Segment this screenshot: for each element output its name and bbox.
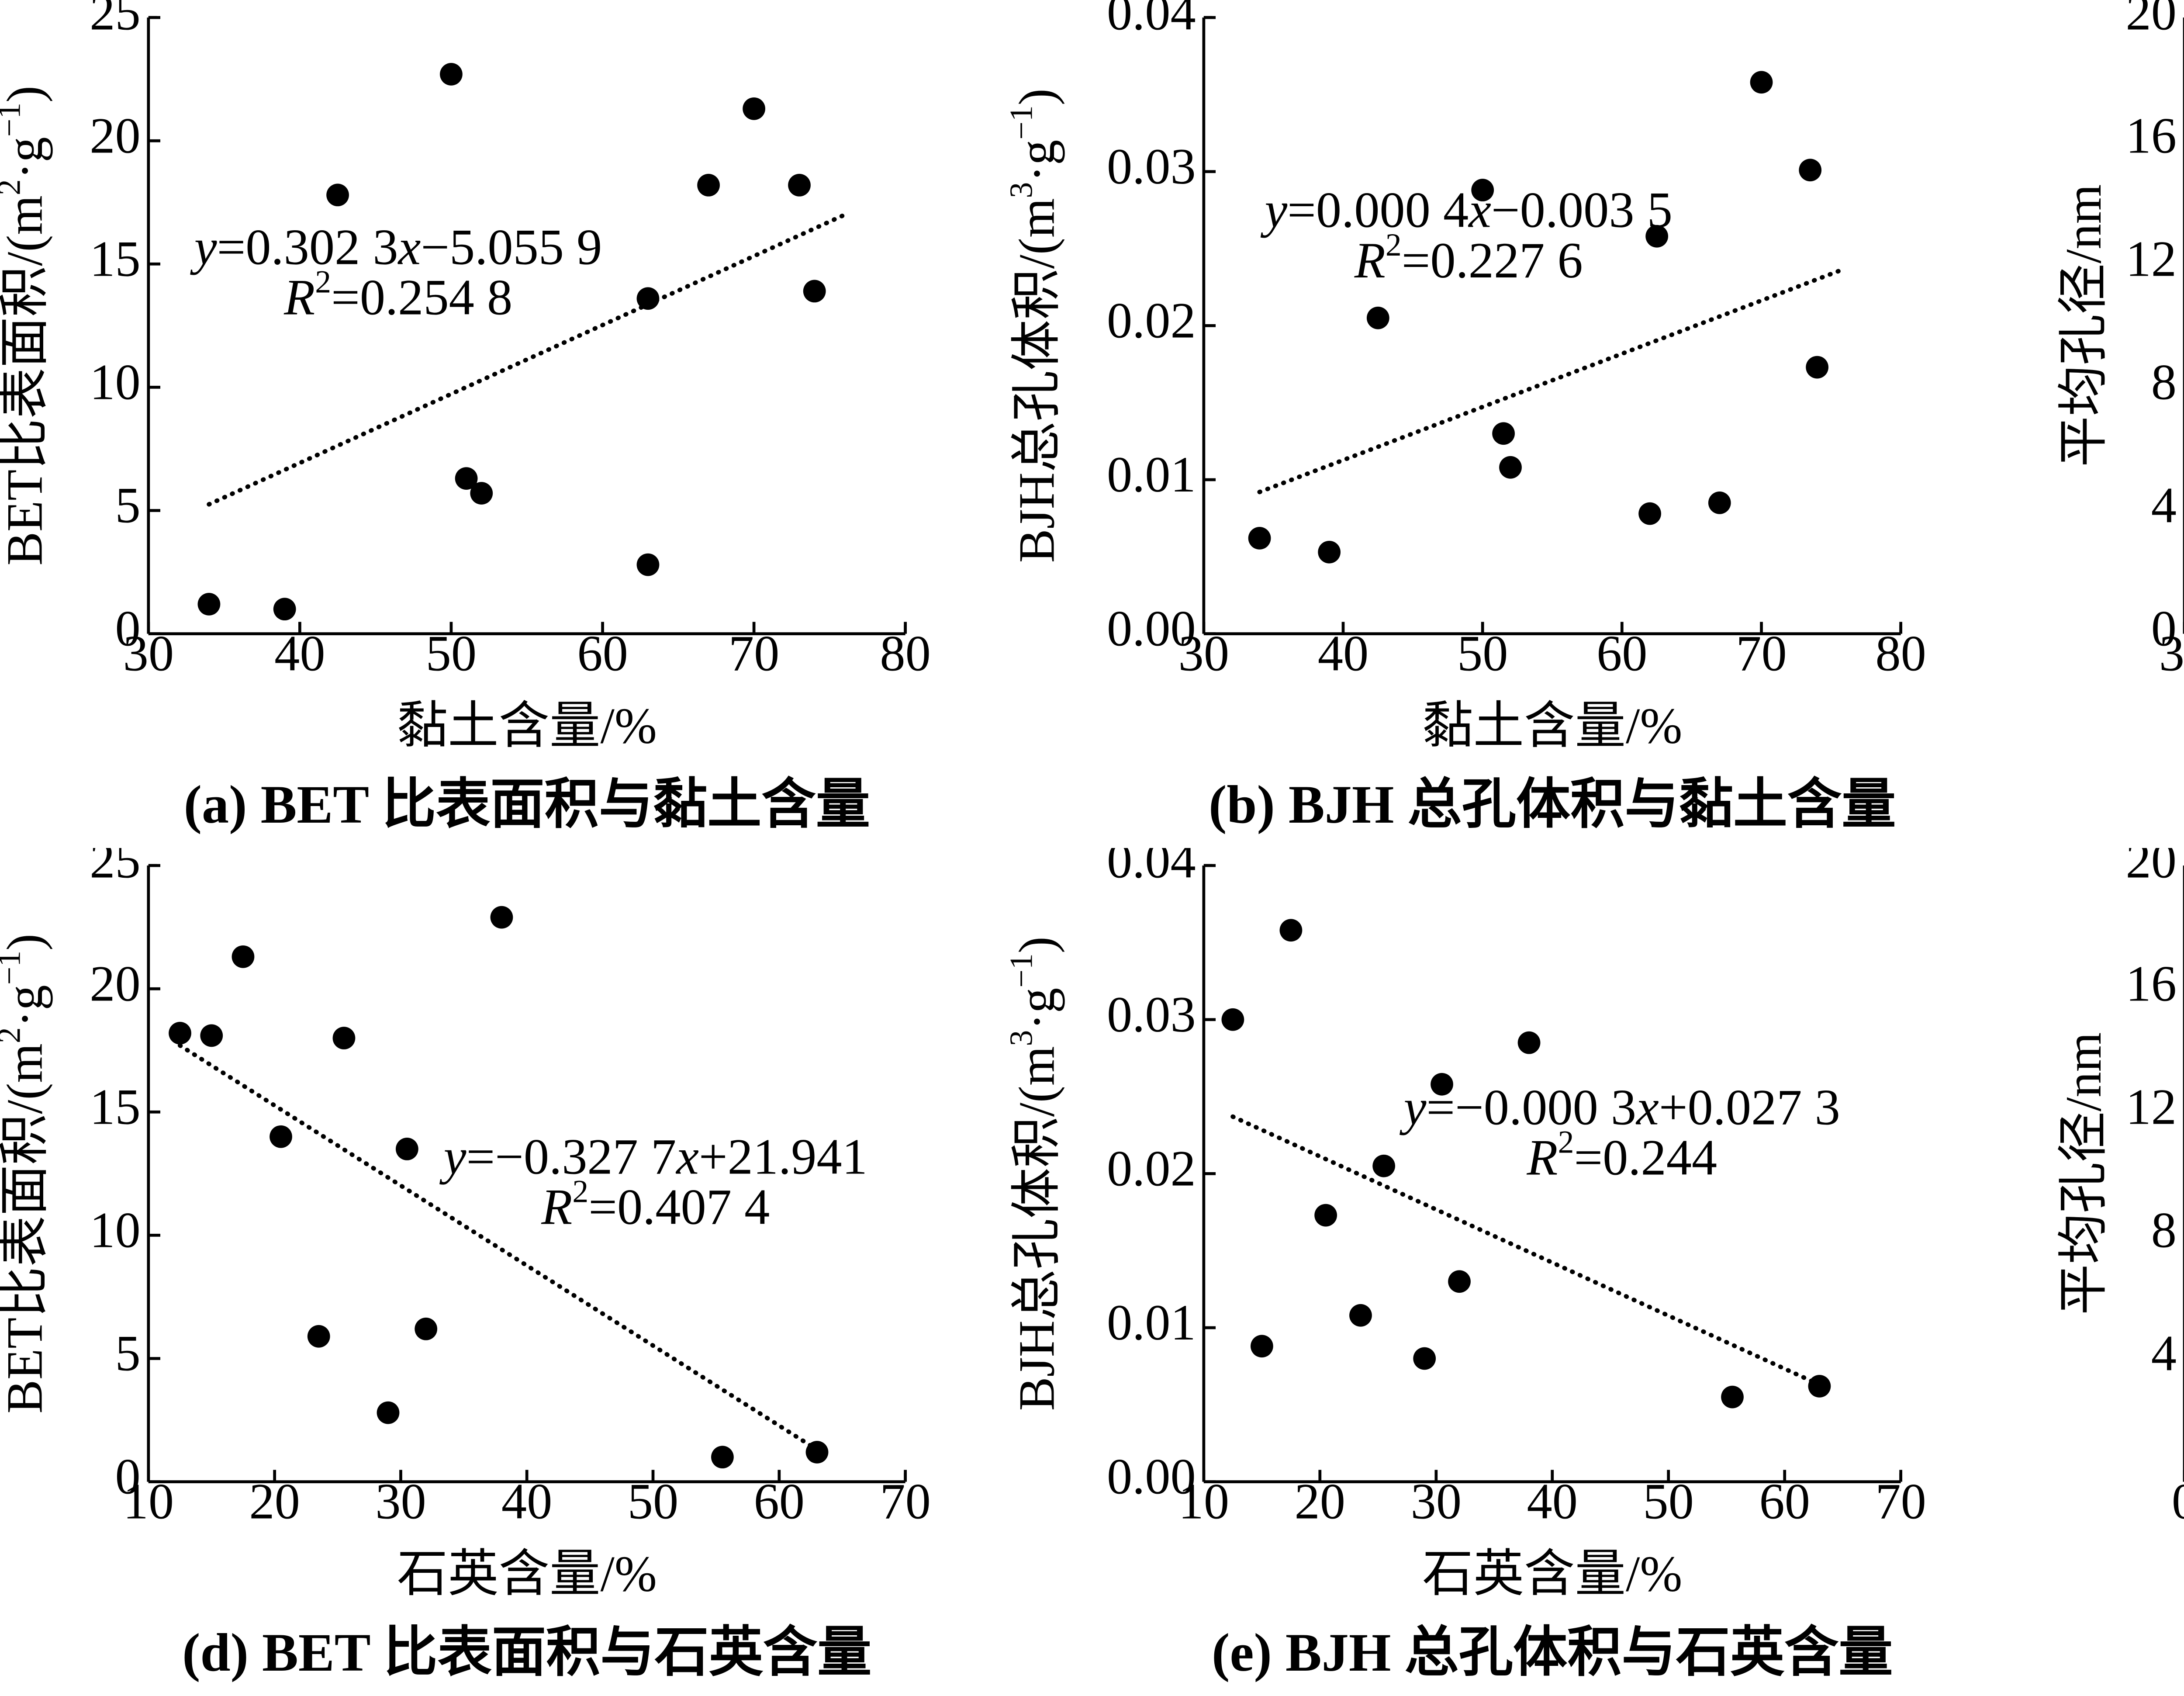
svg-text:0.01: 0.01: [1107, 1294, 1196, 1351]
svg-text:0.03: 0.03: [1107, 986, 1196, 1043]
svg-text:平均孔径/nm: 平均孔径/nm: [2056, 1032, 2112, 1315]
svg-text:0.03: 0.03: [1107, 138, 1196, 195]
svg-text:(d) BET 比表面积与石英含量: (d) BET 比表面积与石英含量: [182, 1622, 871, 1682]
svg-text:0: 0: [2172, 1474, 2184, 1530]
svg-text:60: 60: [577, 626, 628, 682]
svg-text:BJH总孔体积/(m3·g−1): BJH总孔体积/(m3·g−1): [1003, 936, 1065, 1411]
svg-text:15: 15: [90, 231, 140, 287]
svg-text:60: 60: [1759, 1474, 1810, 1530]
svg-text:40: 40: [501, 1474, 552, 1530]
svg-text:BET比表面积/(m2·g−1): BET比表面积/(m2·g−1): [0, 934, 53, 1414]
svg-text:(a) BET 比表面积与黏土含量: (a) BET 比表面积与黏土含量: [184, 774, 870, 834]
svg-text:70: 70: [1876, 1474, 1926, 1530]
svg-text:0.04: 0.04: [1107, 848, 1196, 889]
svg-text:60: 60: [1597, 626, 1647, 682]
svg-text:40: 40: [274, 626, 325, 682]
svg-text:y=0.302 3x−5.055 9: y=0.302 3x−5.055 9: [190, 219, 602, 275]
svg-text:BJH总孔体积/(m3·g−1): BJH总孔体积/(m3·g−1): [1003, 88, 1065, 563]
svg-text:30: 30: [1411, 1474, 1462, 1530]
svg-text:12: 12: [2125, 231, 2176, 287]
svg-text:4: 4: [2151, 478, 2176, 534]
svg-text:60: 60: [754, 1474, 805, 1530]
svg-text:50: 50: [1457, 626, 1508, 682]
svg-text:40: 40: [1318, 626, 1368, 682]
svg-text:平均孔径/nm: 平均孔径/nm: [2056, 184, 2112, 467]
svg-text:黏土含量/%: 黏土含量/%: [397, 698, 657, 754]
svg-text:10: 10: [90, 354, 140, 411]
svg-text:8: 8: [2151, 354, 2176, 411]
svg-text:12: 12: [2125, 1079, 2176, 1135]
svg-text:16: 16: [2125, 107, 2176, 164]
svg-text:50: 50: [426, 626, 477, 682]
svg-text:80: 80: [880, 626, 930, 682]
svg-text:0: 0: [115, 1449, 140, 1505]
svg-text:石英含量/%: 石英含量/%: [397, 1546, 657, 1602]
svg-text:0.02: 0.02: [1107, 293, 1196, 349]
svg-text:20: 20: [90, 107, 140, 164]
svg-text:50: 50: [1643, 1474, 1694, 1530]
svg-text:16: 16: [2125, 955, 2176, 1012]
svg-text:0.02: 0.02: [1107, 1141, 1196, 1197]
svg-text:8: 8: [2151, 1202, 2176, 1259]
svg-text:20: 20: [1295, 1474, 1345, 1530]
svg-text:70: 70: [880, 1474, 930, 1530]
svg-text:0.00: 0.00: [1107, 1449, 1196, 1505]
svg-text:20: 20: [249, 1474, 300, 1530]
svg-text:BET比表面积/(m2·g−1): BET比表面积/(m2·g−1): [0, 86, 53, 566]
svg-text:5: 5: [115, 478, 140, 534]
svg-text:0.04: 0.04: [1107, 0, 1196, 41]
svg-text:40: 40: [1527, 1474, 1578, 1530]
svg-text:25: 25: [90, 848, 140, 889]
svg-text:4: 4: [2151, 1326, 2176, 1382]
svg-text:50: 50: [628, 1474, 678, 1530]
svg-text:10: 10: [90, 1202, 140, 1259]
svg-text:0: 0: [2151, 601, 2176, 657]
svg-text:0.01: 0.01: [1107, 446, 1196, 503]
svg-text:15: 15: [90, 1079, 140, 1135]
svg-text:(b) BJH 总孔体积与黏土含量: (b) BJH 总孔体积与黏土含量: [1209, 774, 1896, 834]
svg-text:y=−0.327 7x+21.941: y=−0.327 7x+21.941: [439, 1128, 867, 1185]
svg-text:25: 25: [90, 0, 140, 41]
svg-text:30: 30: [375, 1474, 426, 1530]
svg-text:5: 5: [115, 1326, 140, 1382]
svg-text:石英含量/%: 石英含量/%: [1422, 1546, 1682, 1602]
svg-text:20: 20: [2125, 848, 2176, 889]
svg-text:R2=0.244: R2=0.244: [1527, 1124, 1717, 1186]
svg-text:70: 70: [729, 626, 779, 682]
svg-text:黏土含量/%: 黏土含量/%: [1422, 698, 1682, 754]
svg-text:80: 80: [1876, 626, 1926, 682]
svg-text:0.00: 0.00: [1107, 601, 1196, 657]
svg-text:y=−0.000 3x+0.027 3: y=−0.000 3x+0.027 3: [1400, 1080, 1840, 1136]
svg-text:70: 70: [1736, 626, 1787, 682]
svg-text:(e) BJH 总孔体积与石英含量: (e) BJH 总孔体积与石英含量: [1212, 1622, 1893, 1682]
svg-text:0: 0: [115, 601, 140, 657]
svg-text:20: 20: [2125, 0, 2176, 41]
svg-text:y=0.000 4x−0.003 5: y=0.000 4x−0.003 5: [1261, 182, 1673, 239]
svg-text:20: 20: [90, 955, 140, 1012]
